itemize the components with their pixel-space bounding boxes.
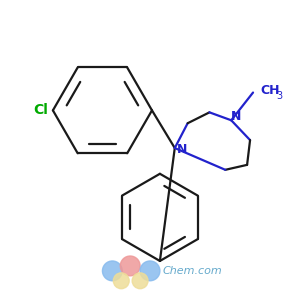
Text: N: N [231, 110, 242, 123]
Circle shape [140, 261, 160, 281]
Circle shape [120, 256, 140, 276]
Circle shape [102, 261, 122, 281]
Text: 3: 3 [276, 91, 282, 100]
Text: Cl: Cl [33, 103, 48, 117]
Circle shape [113, 273, 129, 289]
Text: Chem.com: Chem.com [163, 266, 223, 276]
Text: N: N [176, 142, 187, 155]
Text: CH: CH [260, 84, 280, 97]
Circle shape [132, 273, 148, 289]
